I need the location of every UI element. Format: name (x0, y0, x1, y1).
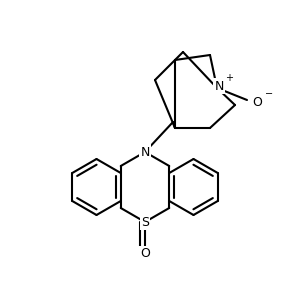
Text: S: S (141, 215, 149, 229)
Text: +: + (225, 73, 233, 83)
Text: O: O (252, 96, 262, 108)
Text: −: − (265, 89, 273, 99)
Text: O: O (140, 247, 150, 260)
Text: N: N (140, 146, 150, 158)
Text: N: N (214, 80, 224, 92)
